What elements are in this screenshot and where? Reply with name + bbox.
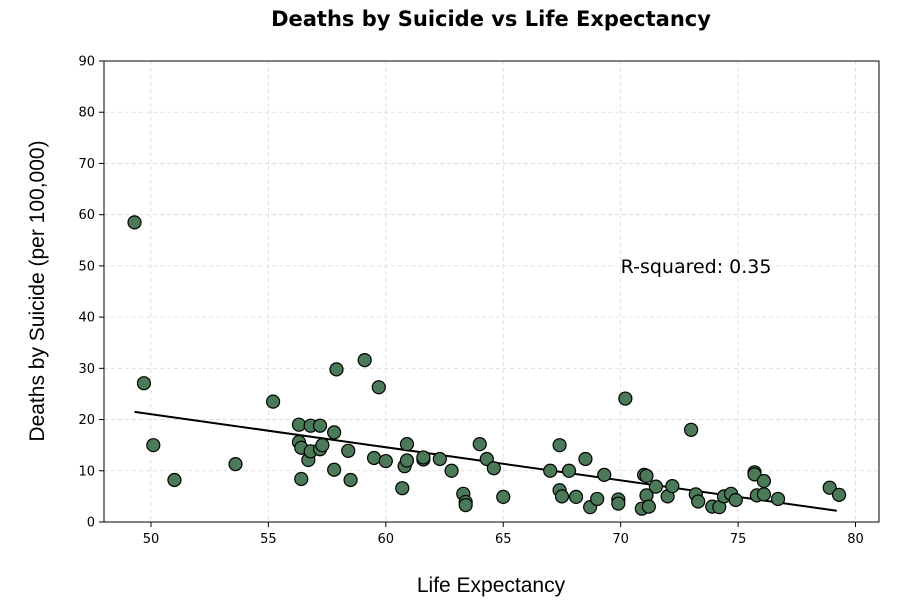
y-tick-label: 90 [78, 55, 95, 70]
data-point [561, 463, 577, 478]
x-axis-ticks: 50 55 60 65 70 75 80 [143, 522, 864, 547]
data-point [639, 468, 654, 483]
data-point [366, 450, 382, 466]
x-tick-label: 65 [495, 532, 512, 547]
data-point [294, 471, 309, 487]
data-point [444, 463, 459, 478]
data-point [315, 438, 330, 453]
data-point [554, 489, 570, 504]
data-point [371, 380, 386, 395]
x-tick-label: 75 [730, 532, 747, 547]
plot-area-frame [103, 60, 880, 523]
y-tick-label: 50 [78, 259, 95, 274]
data-point [831, 487, 847, 502]
x-tick-label: 50 [143, 532, 160, 547]
data-point [618, 391, 633, 406]
data-point [691, 494, 706, 509]
data-point [399, 453, 415, 468]
data-point [756, 487, 772, 502]
r-squared-annotation: R-squared: 0.35 [621, 256, 772, 278]
data-point [611, 496, 626, 511]
data-point [343, 472, 358, 488]
data-point [146, 438, 161, 453]
data-point [590, 491, 605, 507]
y-tick-label: 10 [78, 464, 95, 479]
data-point [265, 394, 281, 409]
data-point [822, 480, 837, 495]
x-tick-label: 60 [378, 532, 395, 547]
data-point [378, 453, 393, 469]
data-point [291, 417, 307, 432]
data-point [756, 473, 772, 489]
x-axis-label: Life Expectancy [417, 574, 566, 597]
data-point [416, 450, 431, 465]
data-point [597, 467, 612, 482]
data-point [641, 499, 656, 514]
data-point [167, 472, 182, 488]
data-point [136, 376, 152, 391]
y-tick-label: 20 [78, 413, 95, 428]
data-point [472, 437, 487, 452]
data-point [665, 479, 680, 494]
chart-title: Deaths by Suicide vs Life Expectancy [271, 7, 711, 31]
data-point [327, 462, 342, 477]
x-tick-label: 55 [260, 532, 277, 547]
x-tick-label: 70 [612, 532, 629, 547]
data-point [312, 418, 328, 433]
y-tick-label: 0 [87, 516, 95, 531]
data-point [543, 463, 558, 478]
data-point [228, 457, 243, 472]
data-point [327, 425, 342, 440]
data-points [127, 215, 847, 516]
data-point [341, 443, 356, 458]
grid-lines [104, 60, 879, 523]
data-point [728, 492, 743, 508]
data-point [578, 451, 593, 467]
y-tick-label: 80 [78, 106, 95, 121]
data-point [552, 438, 567, 453]
y-axis-ticks: 0 10 20 30 40 50 60 70 80 90 [78, 55, 104, 531]
data-point [648, 479, 663, 494]
y-tick-label: 40 [78, 311, 95, 326]
data-point [329, 362, 344, 377]
y-axis-label: Deaths by Suicide (per 100,000) [26, 140, 49, 441]
x-tick-label: 80 [847, 532, 864, 547]
y-tick-label: 30 [78, 362, 95, 377]
data-point [127, 215, 142, 230]
data-point [399, 437, 415, 452]
data-point [496, 489, 511, 505]
data-point [357, 353, 372, 368]
data-point [770, 491, 786, 507]
y-tick-label: 60 [78, 208, 95, 223]
data-point [486, 461, 501, 476]
y-tick-label: 70 [78, 157, 95, 172]
data-point [458, 497, 473, 513]
data-point [395, 481, 410, 496]
data-point [432, 451, 447, 467]
data-point [568, 489, 584, 505]
data-point [684, 422, 699, 437]
